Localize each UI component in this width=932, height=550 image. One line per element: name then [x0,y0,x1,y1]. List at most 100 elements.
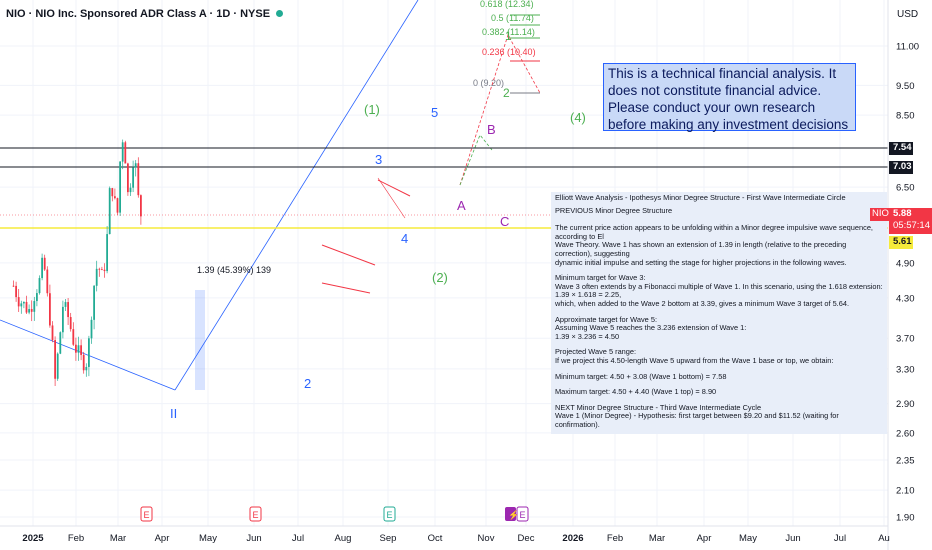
y-tick-label: 1.90 [896,513,915,524]
fib-label-0382: 0.382 (11.14) [482,27,535,37]
x-tick-label: Dec [518,533,535,544]
price-tag-754: 7.54 [889,142,913,155]
wave-label-3: 3 [375,152,382,167]
candle-body [98,268,101,270]
x-tick-label: Apr [697,533,712,544]
y-tick-label: 2.60 [896,428,915,439]
candle-body [28,309,30,313]
svg-text:E: E [253,510,259,520]
x-tick-label: Mar [649,533,665,544]
x-tick-label: Jun [785,533,800,544]
wave-label-b: B [487,122,496,137]
fib-label-0618: 0.618 (12.34) [480,0,534,9]
y-tick-label: 2.10 [896,486,915,497]
disclaimer-note: This is a technical financial analysis. … [603,63,856,132]
analysis-previous: PREVIOUS Minor Degree Structure [555,205,673,215]
wave-labels: II (1) (2) (4) 1.39 (45.39%) 139 2 3 4 5… [170,29,586,421]
x-tick-label: Aug [335,533,352,544]
x-tick-label: Sep [380,533,397,544]
candle-body [103,269,106,272]
x-tick-label: Feb [607,533,623,544]
candle-body [59,332,62,354]
candle-body [12,285,15,287]
x-tick-label: 2025 [22,533,44,544]
price-axis[interactable] [887,0,932,550]
fibonacci-projection: 0.618 (12.34) 0.5 (11.74) 0.382 (11.14) … [473,0,540,94]
wave-label-4: 4 [401,231,408,246]
x-tick-label: Jul [834,533,846,544]
candle-body [93,285,95,320]
wedge3-upper [377,179,411,197]
candle-body [82,354,85,371]
y-tick-label: 8.50 [896,111,915,122]
x-tick-label: Feb [68,533,84,544]
analysis-wave3: Minimum target for Wave 3: Wave 3 often … [555,273,883,308]
candle-body [49,293,51,326]
analysis-range: Projected Wave 5 range: If we project th… [555,347,834,365]
wedge-lower [321,282,371,294]
currency-label[interactable]: USD [897,9,919,20]
candle-body [69,317,72,330]
candle-body [17,297,20,307]
x-tick-label: Jul [292,533,304,544]
wave-label-2-paren: (2) [432,270,448,285]
x-tick-label: Jun [246,533,261,544]
market-status-icon [276,10,284,17]
candle-body [137,163,140,196]
candle-body [134,163,137,168]
candle-body [114,196,116,199]
y-axis-ticks: 11.00 9.50 8.50 6.50 4.90 4.30 3.70 3.30 2.90 2.6… [896,42,919,524]
candle-body [95,268,98,286]
analysis-heading: Elliott Wave Analysis - Ipothesys Minor … [555,193,846,202]
candle-body [64,302,67,307]
price-tag-561: 5.61 [889,236,913,249]
y-tick-label: 9.50 [896,81,915,92]
y-tick-label: 3.70 [896,334,915,345]
svg-text:⚡: ⚡ [508,509,519,521]
candle-body [41,257,43,279]
candle-body [56,353,59,379]
candle-body [119,161,121,213]
trendlines [0,0,541,391]
symbol-title[interactable]: NIO · NIO Inc. Sponsored ADR Class A · 1… [6,8,284,20]
candle-body [121,142,124,162]
wave1-extension-label: 1.39 (45.39%) 139 [197,265,271,275]
analysis-min: Minimum target: 4.50 + 3.08 (Wave 1 bott… [555,371,727,381]
candle-body [23,301,25,304]
wave-label-proj-2: 2 [503,86,510,100]
candle-body [132,167,134,188]
current-price-tag: 5.88 05:57:14 [889,208,932,234]
y-tick-label: 6.50 [896,183,915,194]
y-tick-label: 11.00 [896,42,919,53]
candle-body [77,345,80,353]
wave-label-c: C [500,214,509,229]
candle-body [85,366,88,371]
candle-body [88,338,90,367]
candle-body [101,269,103,271]
analysis-max: Maximum target: 4.50 + 4.40 (Wave 1 top)… [555,387,717,397]
svg-text:E: E [144,510,150,520]
candle-body [111,188,114,197]
wedge3-lower [377,177,406,219]
y-tick-label: 4.90 [896,258,915,269]
x-tick-label: Oct [428,533,443,544]
candle-body [90,319,93,339]
x-tick-label: Mar [110,533,126,544]
candle-body [25,301,28,313]
wave-label-a: A [457,198,466,213]
wave-label-1-paren: (1) [364,102,380,117]
fib-label-0236: 0.236 (10.40) [482,47,536,57]
x-tick-label: 2026 [562,533,583,544]
wave1-highlight [195,290,205,390]
x-tick-label: Au [878,533,890,544]
elliott-analysis-panel: Elliott Wave Analysis - Ipothesys Minor … [551,192,887,434]
price-tag-703: 7.03 [889,161,913,174]
event-markers[interactable]: E E E ⚡ E [140,506,529,522]
candle-body [62,306,64,333]
earnings-marker-mar: E [140,506,153,522]
x-tick-label: Nov [478,533,495,544]
candle-body [15,285,17,298]
wave-label-5: 5 [431,105,438,120]
wave-label-proj-1: 1 [505,29,512,43]
